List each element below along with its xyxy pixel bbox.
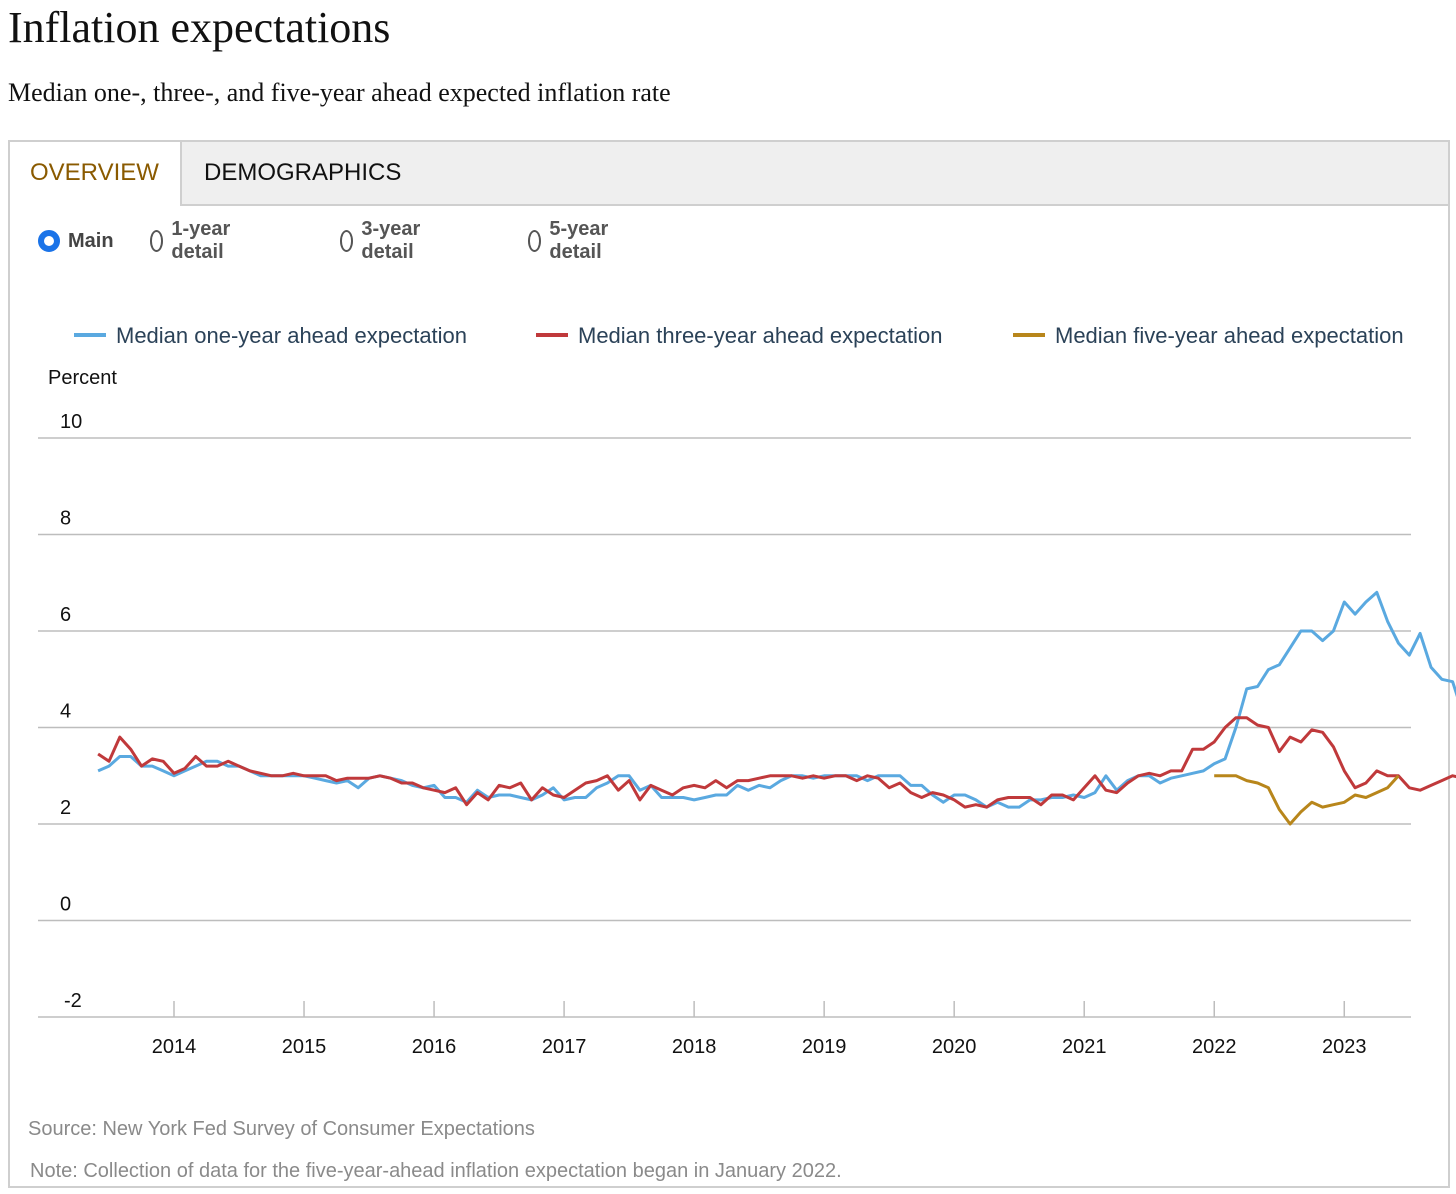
page-subtitle: Median one-, three-, and five-year ahead…	[8, 78, 671, 107]
tab-bar: OVERVIEW DEMOGRAPHICS	[10, 142, 1448, 206]
y-tick-label: 4	[60, 701, 71, 723]
radio-1-year-detail[interactable]: 1-year detail	[150, 218, 232, 263]
radio-label-3-year: 3-year detail	[361, 218, 421, 263]
page-title: Inflation expectations	[8, 3, 391, 52]
radio-main[interactable]: Main	[38, 226, 114, 256]
tab-overview[interactable]: OVERVIEW	[10, 142, 182, 206]
y-tick-label: 2	[60, 797, 71, 819]
y-tick-label: -2	[64, 990, 82, 1012]
x-tick-label: 2017	[542, 1036, 587, 1058]
series-line-five-year[interactable]	[1214, 774, 1400, 826]
legend-label-one-year[interactable]: Median one-year ahead expectation	[116, 323, 467, 348]
footnote: Note: Collection of data for the five-ye…	[30, 1160, 842, 1182]
x-tick-label: 2023	[1322, 1036, 1367, 1058]
gridlines	[38, 437, 1411, 922]
y-tick-label: 10	[60, 411, 82, 433]
radio-label-main: Main	[68, 229, 114, 252]
chart-legend: Median one-year ahead expectation Median…	[74, 323, 1404, 348]
y-tick-label: 6	[60, 604, 71, 626]
x-axis: 2014 2015 2016 2017 2018 2019 2020 2021 2022 2023	[38, 1001, 1411, 1058]
tab-demographics[interactable]: DEMOGRAPHICS	[204, 159, 402, 186]
y-tick-label: 0	[60, 894, 71, 916]
radio-label-1-year: 1-year detail	[171, 218, 231, 263]
legend-label-five-year[interactable]: Median five-year ahead expectation	[1055, 323, 1404, 348]
series-line-three-year[interactable]	[97, 716, 1456, 809]
radio-unselected-icon[interactable]	[528, 230, 542, 252]
x-tick-label: 2016	[412, 1036, 457, 1058]
x-tick-label: 2015	[282, 1036, 327, 1058]
chart-panel: OVERVIEW DEMOGRAPHICS Main 1-year detail…	[8, 140, 1450, 1188]
x-tick-label: 2022	[1192, 1036, 1237, 1058]
y-axis-ticks: 10 8 6 4 2 0 -2	[60, 411, 82, 1012]
legend-label-three-year[interactable]: Median three-year ahead expectation	[578, 323, 942, 348]
x-tick-label: 2018	[672, 1036, 717, 1058]
y-tick-label: 8	[60, 508, 71, 530]
series-lines	[97, 590, 1456, 826]
x-tick-label: 2021	[1062, 1036, 1107, 1058]
y-axis-label: Percent	[48, 367, 117, 389]
x-tick-label: 2020	[932, 1036, 977, 1058]
radio-3-year-detail[interactable]: 3-year detail	[340, 218, 422, 263]
radio-unselected-icon[interactable]	[340, 230, 354, 252]
radio-unselected-icon[interactable]	[150, 230, 164, 252]
x-tick-label: 2014	[152, 1036, 197, 1058]
radio-label-5-year: 5-year detail	[549, 218, 609, 263]
radio-5-year-detail[interactable]: 5-year detail	[528, 218, 610, 263]
x-tick-label: 2019	[802, 1036, 847, 1058]
source-note: Source: New York Fed Survey of Consumer …	[28, 1118, 535, 1140]
series-line-one-year[interactable]	[97, 590, 1456, 809]
radio-selected-icon[interactable]	[38, 230, 60, 252]
